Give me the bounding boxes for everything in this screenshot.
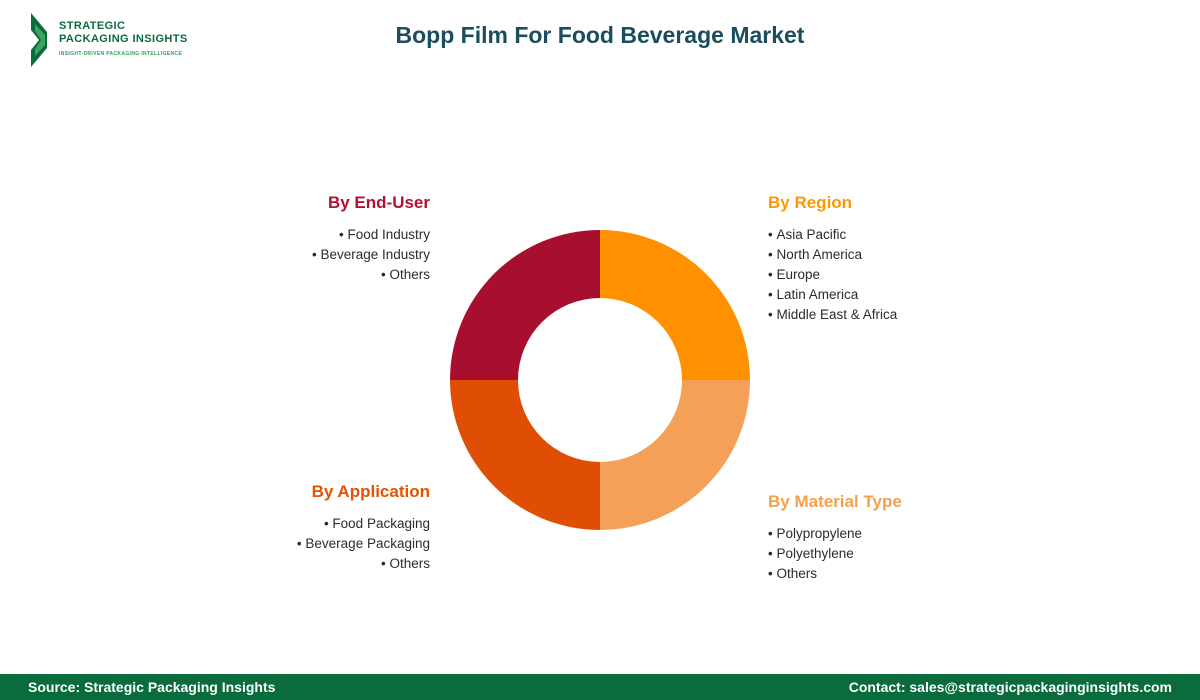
segment-item: Others — [312, 265, 430, 285]
brand-logo: STRATEGIC PACKAGING INSIGHTS INSIGHT-DRI… — [30, 12, 188, 68]
segment-item: Latin America — [768, 285, 897, 305]
segment-item: Beverage Packaging — [297, 534, 430, 554]
logo-tagline: INSIGHT-DRIVEN PACKAGING INTELLIGENCE — [59, 51, 183, 57]
donut-hole — [518, 298, 682, 462]
footer-bar: Source: Strategic Packaging Insights Con… — [0, 674, 1200, 700]
segment-region-heading: By Region — [768, 193, 853, 212]
segment-end-user-list: Food IndustryBeverage IndustryOthers — [312, 225, 430, 285]
segment-region: By Region Asia PacificNorth AmericaEurop… — [768, 193, 897, 325]
segment-item: Others — [768, 564, 902, 584]
segment-item: North America — [768, 245, 897, 265]
segment-application-list: Food PackagingBeverage PackagingOthers — [297, 514, 430, 574]
segment-item: Food Industry — [312, 225, 430, 245]
page-title: Bopp Film For Food Beverage Market — [395, 22, 805, 48]
segment-item: Others — [297, 554, 430, 574]
logo-line1: STRATEGIC — [59, 20, 126, 32]
segment-region-list: Asia PacificNorth AmericaEuropeLatin Ame… — [768, 225, 897, 325]
segment-application-heading: By Application — [311, 482, 430, 501]
segment-application: By Application Food PackagingBeverage Pa… — [297, 482, 430, 574]
segment-end-user-heading: By End-User — [327, 193, 430, 212]
segment-item: Asia Pacific — [768, 225, 897, 245]
logo-chevron-icon — [31, 13, 47, 67]
footer-contact: Contact: sales@strategicpackaginginsight… — [848, 679, 1172, 695]
segment-item: Europe — [768, 265, 897, 285]
segment-material-type: By Material Type PolypropylenePolyethyle… — [768, 492, 902, 584]
donut-chart-wrap — [450, 230, 750, 530]
footer-source: Source: Strategic Packaging Insights — [28, 679, 276, 695]
segment-end-user: By End-User Food IndustryBeverage Indust… — [312, 193, 430, 285]
logo-text: STRATEGIC PACKAGING INSIGHTS INSIGHT-DRI… — [59, 12, 188, 57]
segment-item: Polyethylene — [768, 544, 902, 564]
segment-item: Middle East & Africa — [768, 305, 897, 325]
logo-line2: PACKAGING INSIGHTS — [59, 33, 188, 45]
segment-material-type-list: PolypropylenePolyethyleneOthers — [768, 524, 902, 584]
segment-material-type-heading: By Material Type — [768, 492, 902, 511]
segment-item: Polypropylene — [768, 524, 902, 544]
segment-item: Beverage Industry — [312, 245, 430, 265]
segment-item: Food Packaging — [297, 514, 430, 534]
